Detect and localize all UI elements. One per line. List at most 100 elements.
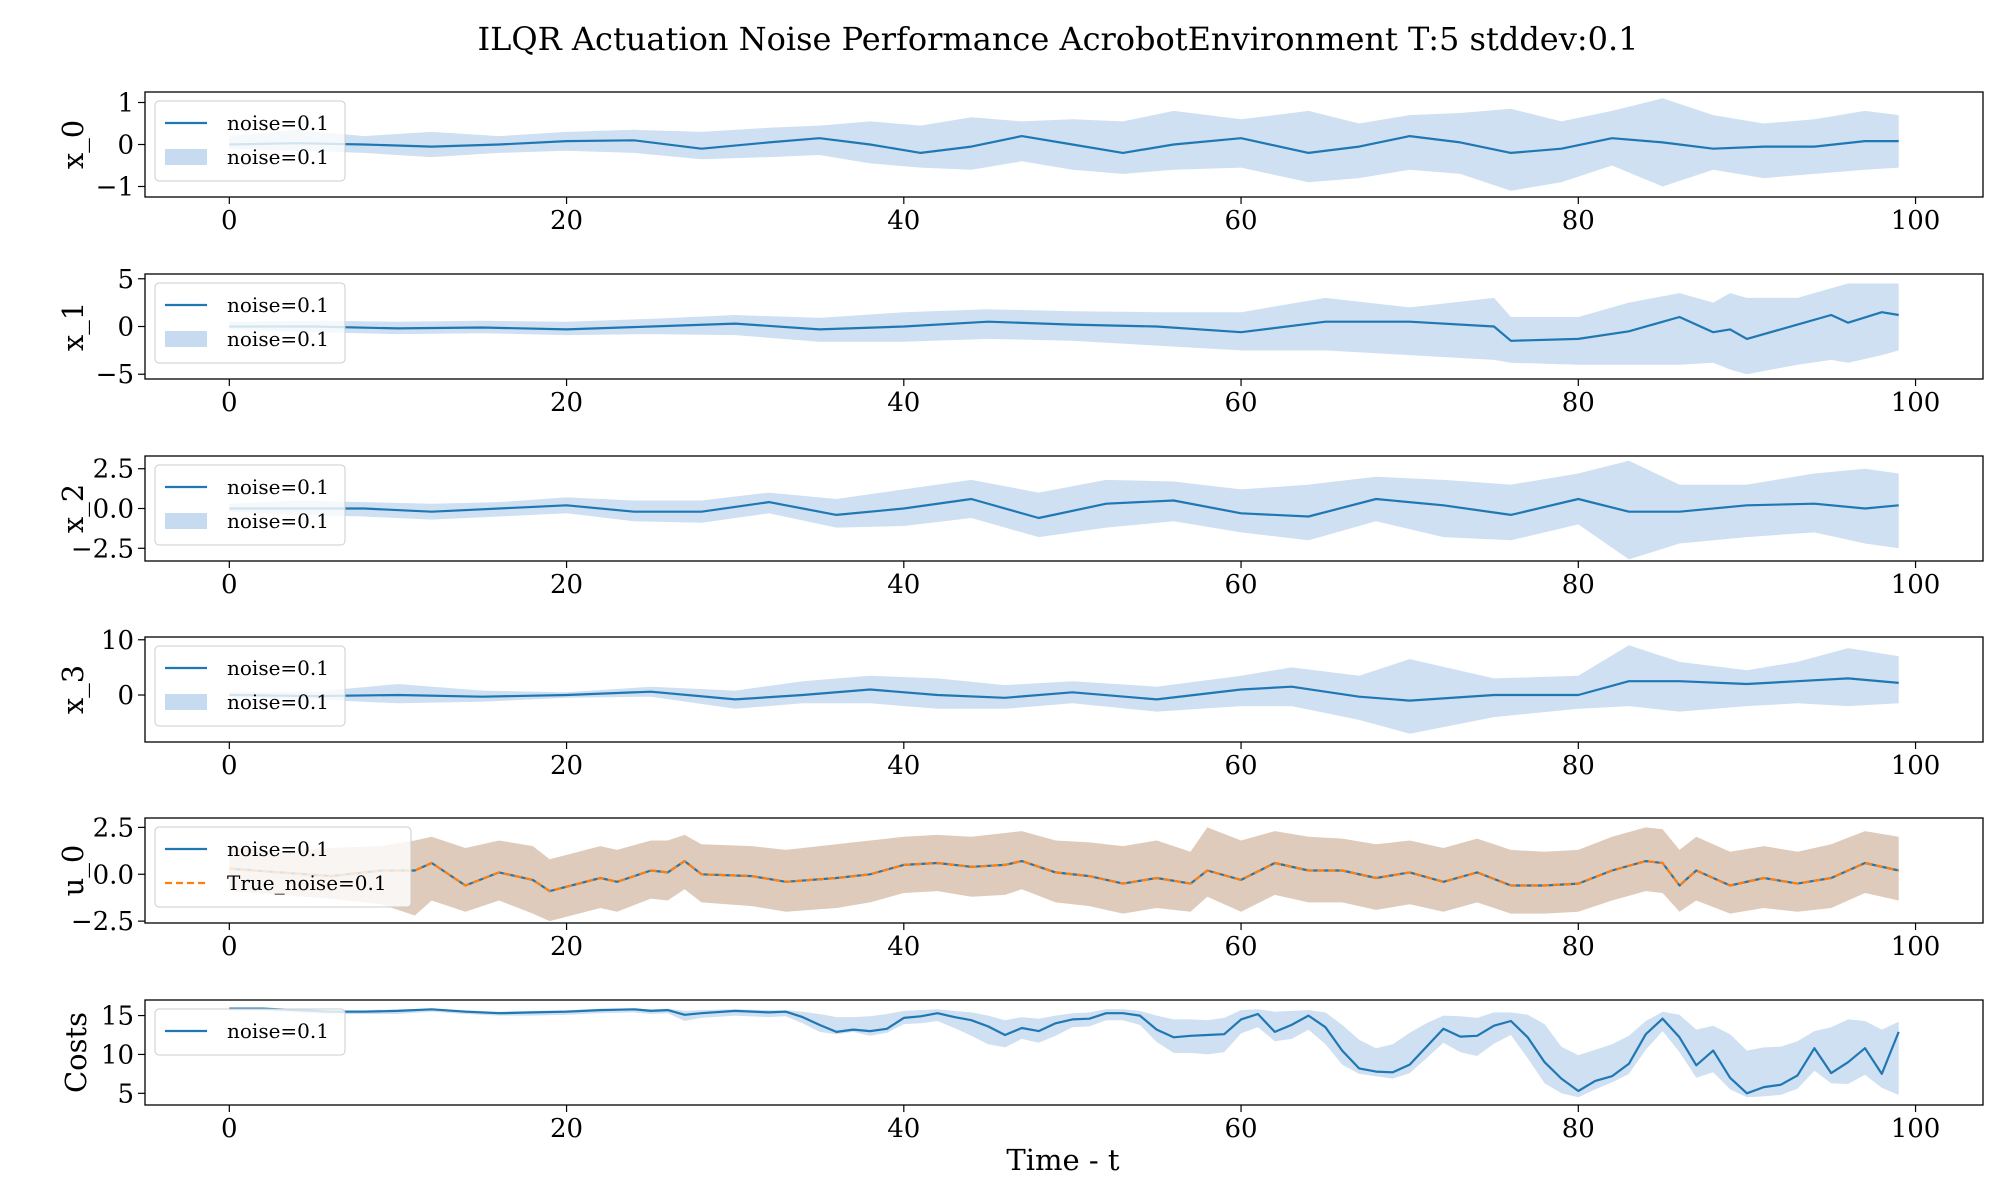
series-line-mean xyxy=(229,135,1899,154)
plot-area xyxy=(229,283,1899,375)
x-tick-label: 80 xyxy=(1562,570,1595,600)
y-tick-label: 0.0 xyxy=(93,860,134,890)
x-tick-label: 0 xyxy=(221,1114,238,1144)
axes-frame xyxy=(144,636,1984,743)
y-tick-label: −2.5 xyxy=(71,907,134,937)
y-tick-label: 15 xyxy=(101,1002,134,1032)
x-tick-label: 100 xyxy=(1891,1114,1941,1144)
x-tick-label: 100 xyxy=(1891,932,1941,962)
y-tick-label: 0 xyxy=(117,313,134,343)
x-tick-label: 20 xyxy=(550,1114,583,1144)
series-line-mean xyxy=(229,1007,1900,1095)
y-tick-label: 10 xyxy=(101,1040,134,1070)
legend: noise=0.1 noise=0.1 xyxy=(154,100,346,182)
subplot-x0: 0 20 40 60 80 100 1 0 −1x_0 noise=0.1 noise=0.1 xyxy=(56,89,1984,236)
axes-frame xyxy=(144,817,1984,924)
x-tick-label: 40 xyxy=(887,932,920,962)
x-axis-label: Time - t xyxy=(1006,1143,1120,1177)
legend-swatch-patch xyxy=(165,513,207,529)
x-tick-label: 0 xyxy=(221,570,238,600)
legend: noise=0.1 xyxy=(154,1008,346,1056)
series-line-mean xyxy=(229,497,1899,520)
y-tick-label: 2.5 xyxy=(93,455,134,485)
y-axis-label: x_0 xyxy=(56,120,91,169)
x-tick-label: 0 xyxy=(221,388,238,418)
x-tick-label: 40 xyxy=(887,206,920,236)
x-tick-label: 20 xyxy=(550,206,583,236)
series-line-mean xyxy=(229,677,1899,702)
series-line-true xyxy=(229,859,1899,893)
legend: noise=0.1 noise=0.1 xyxy=(154,282,346,364)
x-tick-label: 20 xyxy=(550,751,583,781)
y-tick-label: −2.5 xyxy=(71,534,134,564)
x-tick-label: 80 xyxy=(1562,932,1595,962)
x-tick-label: 0 xyxy=(221,751,238,781)
x-tick-label: 60 xyxy=(1225,388,1258,418)
y-tick-label: 10 xyxy=(101,626,134,656)
x-tick-label: 20 xyxy=(550,388,583,418)
x-tick-label: 20 xyxy=(550,932,583,962)
x-tick-label: 60 xyxy=(1225,206,1258,236)
y-tick-label: 5 xyxy=(117,265,134,295)
x-tick-label: 0 xyxy=(221,206,238,236)
legend-swatch-patch xyxy=(165,331,207,347)
legend: noise=0.1 noise=0.1 xyxy=(154,645,346,727)
chart-title: ILQR Actuation Noise Performance Acrobot… xyxy=(478,20,1639,58)
x-tick-label: 40 xyxy=(887,388,920,418)
x-tick-label: 60 xyxy=(1225,1114,1258,1144)
x-tick-label: 40 xyxy=(887,1114,920,1144)
plot-area xyxy=(229,98,1899,191)
y-axis-label: Costs xyxy=(59,1012,93,1093)
y-axis-label: x_3 xyxy=(56,665,91,714)
plot-area xyxy=(229,460,1899,560)
legend-label: True_noise=0.1 xyxy=(227,871,387,895)
std-band xyxy=(229,98,1899,191)
plot-area xyxy=(229,645,1899,734)
y-tick-label: 0 xyxy=(117,681,134,711)
x-tick-label: 0 xyxy=(221,932,238,962)
legend: noise=0.1 noise=0.1 xyxy=(154,464,346,546)
std-band xyxy=(229,645,1899,734)
legend-label: noise=0.1 xyxy=(227,111,329,135)
axes-frame xyxy=(144,999,1984,1106)
legend: noise=0.1 True_noise=0.1 xyxy=(154,826,412,908)
std-band xyxy=(229,1007,1899,1098)
series-line-mean xyxy=(229,311,1899,342)
legend-label: noise=0.1 xyxy=(227,327,329,351)
subplot-costs: 0 20 40 60 80 100 15 10 5 Costs noise=0.1 xyxy=(59,999,1984,1144)
legend-box xyxy=(154,1008,346,1056)
x-tick-label: 100 xyxy=(1891,751,1941,781)
y-axis-label: x_1 xyxy=(56,302,91,351)
x-tick-label: 80 xyxy=(1562,1114,1595,1144)
plot-area xyxy=(229,1007,1900,1098)
y-tick-label: −5 xyxy=(96,360,134,390)
y-tick-label: 0.0 xyxy=(93,495,134,525)
y-axis-label: u_0 xyxy=(56,845,91,897)
subplot-u0: 0 20 40 60 80 100 2.5 0.0 −2.5 u_0 noise=0.1 True_n… xyxy=(56,813,1984,962)
x-tick-label: 80 xyxy=(1562,206,1595,236)
legend-label: noise=0.1 xyxy=(227,145,329,169)
x-tick-label: 40 xyxy=(887,751,920,781)
legend-label: noise=0.1 xyxy=(227,293,329,317)
plot-area xyxy=(229,827,1899,922)
legend-label: noise=0.1 xyxy=(227,656,329,680)
std-band xyxy=(229,283,1899,375)
legend-box xyxy=(154,826,412,908)
x-tick-label: 20 xyxy=(550,570,583,600)
legend-label: noise=0.1 xyxy=(227,1019,329,1043)
x-tick-label: 100 xyxy=(1891,206,1941,236)
y-axis-label: x_2 xyxy=(56,484,91,533)
x-tick-label: 60 xyxy=(1225,932,1258,962)
y-tick-label: −1 xyxy=(96,173,134,203)
legend-swatch-patch xyxy=(165,149,207,165)
subplot-x1: 0 20 40 60 80 100 5 0 −5x_1 noise=0.1 noise=0.1 xyxy=(56,265,1984,418)
x-tick-label: 80 xyxy=(1562,751,1595,781)
x-tick-label: 100 xyxy=(1891,388,1941,418)
x-tick-label: 100 xyxy=(1891,570,1941,600)
legend-swatch-patch xyxy=(165,694,207,710)
x-tick-label: 60 xyxy=(1225,570,1258,600)
